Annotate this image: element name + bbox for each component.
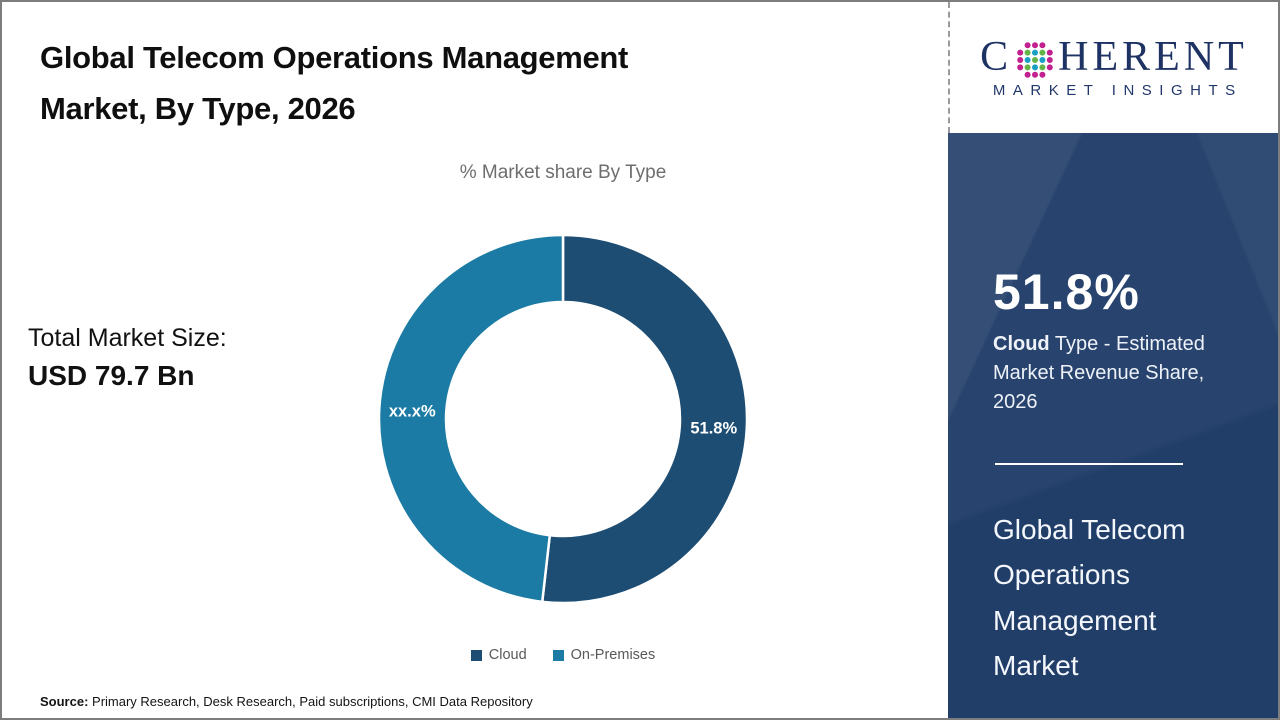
brand-tagline: MARKET INSIGHTS: [992, 82, 1243, 99]
source-text: Primary Research, Desk Research, Paid su…: [88, 694, 533, 709]
sidebar-panel: 51.8% Cloud Type - Estimated Market Reve…: [948, 133, 1278, 718]
chart-legend: Cloud On-Premises: [373, 647, 753, 663]
sidebar-market-name: Global Telecom Operations Management Mar…: [993, 514, 1186, 682]
sidebar: C HERENT MARKET INSIGHTS 51.8% Cloud Typ…: [948, 2, 1278, 718]
total-market-size-value: USD 79.7 Bn: [28, 360, 195, 391]
sidebar-divider: [995, 463, 1183, 465]
page-title-line1: Global Telecom Operations Management: [40, 40, 629, 75]
brand-letter-c: C: [980, 34, 1013, 80]
legend-swatch: [470, 649, 482, 661]
stat-description: Cloud Type - Estimated Market Revenue Sh…: [993, 330, 1245, 417]
donut-slice-label: 51.8%: [690, 420, 737, 438]
legend-label-on-premises: On-Premises: [570, 647, 656, 663]
stat-description-bold: Cloud: [993, 333, 1050, 355]
stat-value: 51.8%: [993, 264, 1140, 320]
legend-item-cloud: Cloud: [470, 647, 527, 663]
legend-swatch: [552, 649, 564, 661]
donut-slice-on-premises: [377, 233, 565, 604]
page-title: Global Telecom Operations Management Mar…: [40, 32, 628, 134]
donut-chart-svg: 51.8% xx.x%: [377, 233, 749, 605]
stat-description-rest: Type - Estimated Market Revenue Share, 2…: [993, 333, 1205, 413]
page-title-line2: Market, By Type, 2026: [40, 91, 356, 126]
total-market-size: Total Market Size: USD 79.7 Bn: [28, 324, 227, 392]
chart-title: % Market share By Type: [459, 162, 667, 183]
donut-slice-label: xx.x%: [389, 402, 436, 420]
brand-wordmark: C HERENT: [980, 36, 1248, 78]
brand-letters-rest: HERENT: [1058, 34, 1248, 80]
dotted-globe-icon: [1017, 42, 1053, 78]
source-note: Source: Primary Research, Desk Research,…: [40, 694, 533, 709]
donut-slice-cloud: [540, 233, 749, 605]
brand-logo: C HERENT MARKET INSIGHTS: [948, 2, 1278, 133]
donut-chart: 51.8% xx.x%: [373, 229, 753, 609]
source-label: Source:: [40, 694, 89, 709]
legend-label-cloud: Cloud: [488, 647, 527, 663]
legend-item-on-premises: On-Premises: [552, 647, 656, 663]
total-market-size-label: Total Market Size:: [28, 324, 227, 352]
